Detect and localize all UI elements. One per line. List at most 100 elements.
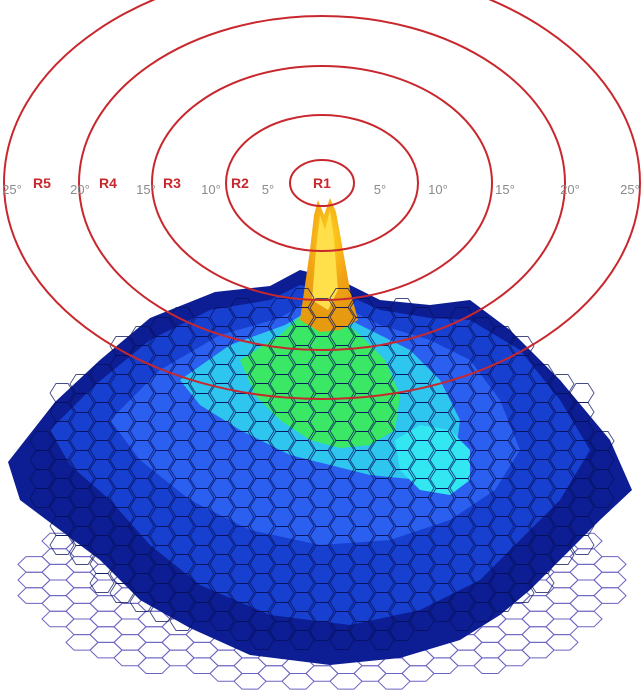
base-hex-cell [521,610,555,628]
base-hex-cell [65,587,99,604]
surface-hex-cell [289,630,315,650]
degree-tick-left: 15° [136,182,156,197]
base-hex-cell [89,610,123,628]
ring-r4 [78,15,566,351]
base-hex-cell [473,657,507,674]
base-hex-cell [185,657,219,674]
surface-hex-cell [429,602,455,622]
base-hex-cell [65,618,99,636]
base-hex-cell [569,579,603,597]
base-hex-cell [545,587,579,604]
base-hex-cell [473,641,507,659]
base-hex-cell [497,634,531,651]
base-hex-cell [425,657,459,674]
base-hex-cell [569,595,603,612]
base-hex-cell [521,626,555,643]
surface-hex-cell [469,602,495,622]
degree-tick-left: 5° [262,182,274,197]
base-hex-cell [569,548,603,565]
surface-hex-cell [109,583,135,603]
base-hex-cell [377,673,411,690]
surface-hex-cell [129,592,155,612]
base-hex-cell [593,571,627,589]
degree-tick-left: 20° [70,182,90,197]
surface-hex-cell [169,611,195,631]
base-hex-cell [137,626,171,643]
surface-hex-cell [329,630,355,650]
surface-hex-cell [269,621,295,641]
degree-tick-labels: 25° 20° 15° 10° 5° 5° 10° 15° 20° 25° [2,182,640,197]
base-hex-cell [209,649,243,667]
base-hex-cell [569,610,603,628]
surface-cyan-hill [395,425,470,495]
ring-label-r2: R2 [231,175,249,191]
base-hex-cell [137,657,171,674]
base-hex-cell [65,571,99,589]
base-hex-cell [281,673,315,690]
surface-cell-mesh [29,288,615,650]
degree-tick-right: 20° [560,182,580,197]
ring-r2 [225,114,419,252]
surface-hex-cell [229,621,255,641]
base-hex-cell [89,595,123,612]
ring-label-r3: R3 [163,175,181,191]
base-hex-cell [233,657,267,674]
surface-hex-cell [369,630,395,650]
base-hex-cell [17,587,51,604]
ring-label-r1: R1 [313,175,331,191]
degree-tick-right: 10° [428,182,448,197]
surface-hex-cell [389,621,415,641]
base-hex-cell [89,626,123,643]
base-hex-cell [545,602,579,620]
base-hex-cell [545,618,579,636]
base-hex-cell [497,649,531,667]
base-hex-cell [521,595,555,612]
base-hex-cell [401,665,435,682]
base-hex-cell [41,579,75,597]
degree-tick-right: 15° [495,182,515,197]
ring-r5 [3,0,641,400]
base-hex-cell [233,673,267,690]
surface-hex-cell [29,488,55,508]
surface-hex-cell [489,592,515,612]
base-hex-cell [521,641,555,659]
base-hex-cell [257,665,291,682]
surface-hex-cell [149,602,175,622]
surface-hex-cell [49,535,75,555]
base-hex-cell [497,618,531,636]
base-hex-cell [593,587,627,604]
base-hex-cell [473,626,507,643]
ring-label-r4: R4 [99,175,117,191]
base-hex-cell [41,563,75,581]
base-hex-cell [209,665,243,682]
surface-hex-cell [189,602,215,622]
surface-hex-cell [589,488,615,508]
surface-hex-cell [449,611,475,631]
base-hex-cell [65,634,99,651]
surface-hex-cell [529,573,555,593]
base-hex-cell [41,548,75,565]
surface-hex-cell [549,545,575,565]
surface-hex-cell [409,611,435,631]
surface-hex-cell [69,545,95,565]
base-hex-cell [89,641,123,659]
degree-tick-left: 10° [201,182,221,197]
base-hex-cell [185,641,219,659]
ring-r1 [289,159,355,207]
surface-hex-cell [249,630,275,650]
base-hex-cell [161,634,195,651]
base-hex-cell [113,649,147,667]
base-hex-cell [305,665,339,682]
base-hex-cell [41,610,75,628]
base-hex-cell [353,665,387,682]
eccentricity-rings [3,0,641,400]
surface-hex-cell [209,611,235,631]
base-hex-cell [545,571,579,589]
base-hex-cell [65,602,99,620]
base-hex-cell [329,673,363,690]
ring-label-r5: R5 [33,175,51,191]
degree-tick-left: 25° [2,182,22,197]
base-hex-cell [377,657,411,674]
